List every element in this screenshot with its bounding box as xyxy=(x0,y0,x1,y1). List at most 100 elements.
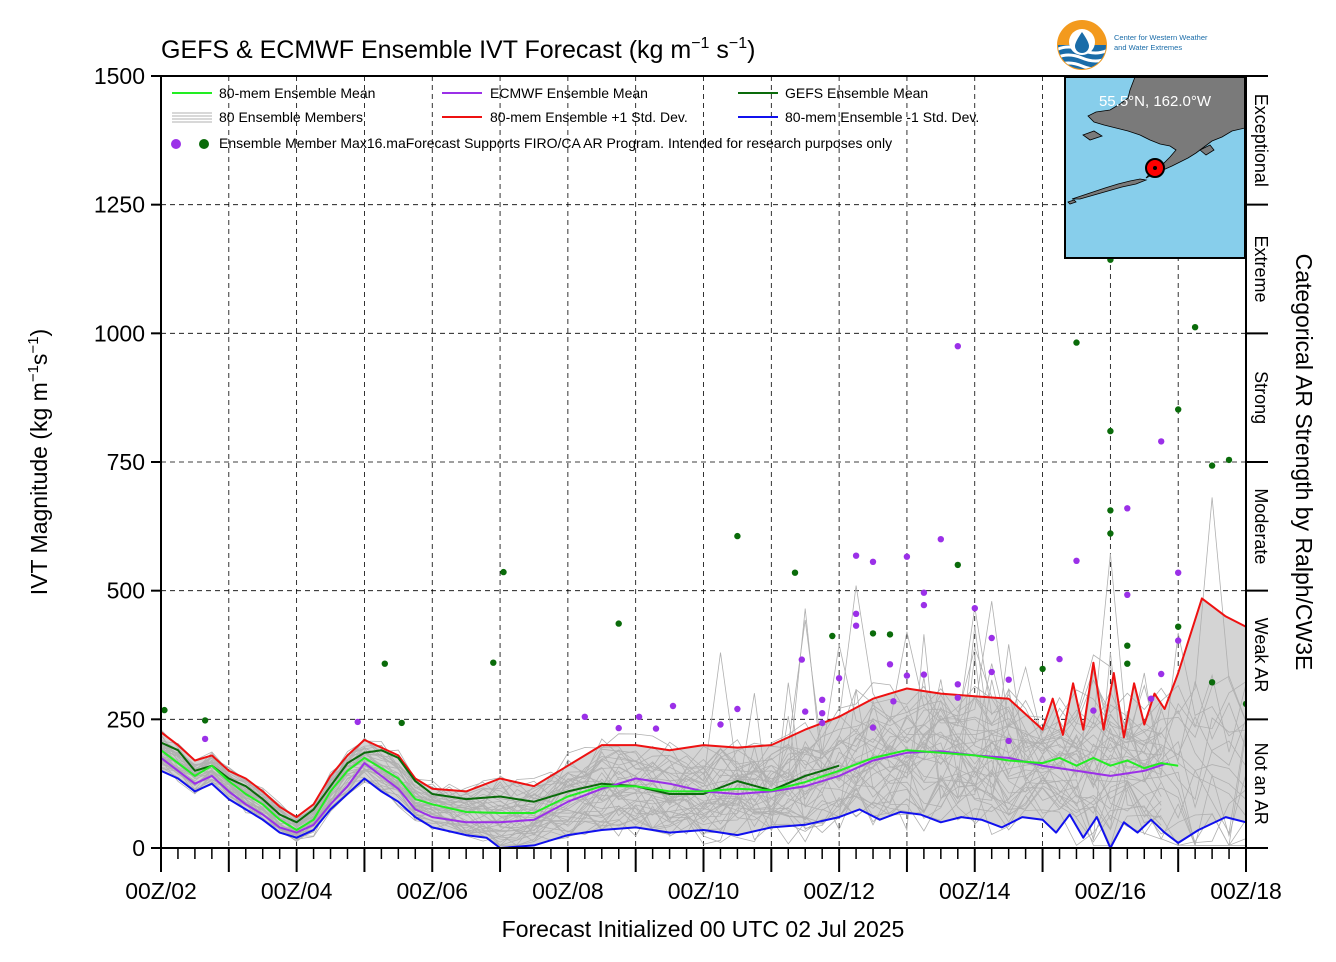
member-max-dot-gefs xyxy=(791,569,799,576)
member-max-dot-gefs xyxy=(1208,679,1216,686)
member-max-dot-gefs xyxy=(1107,507,1114,514)
member-max-dot-ecmwf xyxy=(1124,591,1131,598)
inset-frame xyxy=(1064,76,1246,259)
member-max-dot-ecmwf xyxy=(886,661,894,668)
member-max-dot-ecmwf xyxy=(1039,696,1046,703)
member-max-dot-gefs xyxy=(1124,642,1131,649)
x-tick-label: 00Z/14 xyxy=(939,878,1011,904)
y-tick-label: 750 xyxy=(107,449,145,475)
member-max-dot-gefs xyxy=(886,631,894,638)
member-max-dot-ecmwf xyxy=(869,724,877,731)
member-max-dot-ecmwf xyxy=(581,713,588,720)
ensemble-member-line xyxy=(161,689,1162,838)
member-max-dot-ecmwf xyxy=(852,610,860,617)
member-max-dot-ecmwf xyxy=(852,622,860,629)
inset-land-alaska xyxy=(1087,77,1245,179)
axes: 0 250 500 750 1000 1250 1500 00Z/02 00Z/04 00Z/06… xyxy=(94,63,1282,904)
inset-land-island-west xyxy=(1067,199,1077,205)
member-max-dot-ecmwf xyxy=(890,698,897,705)
member-max-dot-gefs xyxy=(500,568,507,576)
ensemble-member-line xyxy=(161,654,1162,839)
member-max-dot-ecmwf xyxy=(920,671,928,678)
member-max-dot-ecmwf xyxy=(988,668,995,676)
series-line-minus1 xyxy=(161,769,1246,848)
legend-dot-ecmwf xyxy=(171,139,181,149)
member-max-dot-gefs xyxy=(1225,456,1233,464)
series-line-mean80 xyxy=(161,749,1179,831)
member-max-dot-ecmwf xyxy=(903,553,911,560)
logo-text-line1: Center for Western Weather xyxy=(1114,33,1208,42)
y-tick-label: 1500 xyxy=(94,63,145,89)
member-max-dot-ecmwf xyxy=(988,634,995,642)
member-max-dot-ecmwf xyxy=(669,702,677,710)
member-max-dot-gefs xyxy=(161,706,168,714)
y-tick-label: 0 xyxy=(132,835,145,861)
x-tick-label: 00Z/18 xyxy=(1210,878,1282,904)
x-tick-label: 00Z/16 xyxy=(1075,878,1147,904)
member-max-dot-ecmwf xyxy=(798,656,805,663)
member-max-dot-ecmwf xyxy=(937,536,944,543)
legend-minus1: 80-mem Ensemble -1 Std. Dev. xyxy=(785,109,979,125)
member-max-dot-ecmwf xyxy=(1158,670,1165,678)
member-max-dot-ecmwf xyxy=(1124,505,1131,512)
member-max-dot-ecmwf xyxy=(802,708,809,715)
member-max-dot-gefs xyxy=(1124,660,1131,667)
location-marker-center xyxy=(1153,166,1157,170)
member-max-dot-ecmwf xyxy=(354,718,361,726)
member-max-dot-ecmwf xyxy=(1175,637,1182,644)
ensemble-member-line xyxy=(161,767,1246,847)
inset-land-island-north xyxy=(1082,130,1103,141)
legend-dots: Ensemble Member Max16.maForecast Support… xyxy=(219,135,892,151)
member-max-dot-gefs xyxy=(1191,324,1199,331)
x-axis-title: Forecast Initialized 00 UTC 02 Jul 2025 xyxy=(502,916,905,942)
member-max-dot-ecmwf xyxy=(635,713,643,720)
ensemble-member-line xyxy=(161,663,1246,828)
legend-dot-gefs xyxy=(199,139,209,149)
member-max-dot-ecmwf xyxy=(869,558,877,565)
series-line-plus1 xyxy=(161,597,1246,819)
member-max-dot-ecmwf xyxy=(971,605,978,612)
member-max-dot-ecmwf xyxy=(652,725,660,732)
inset-location-label: 55.5°N, 162.0°W xyxy=(1099,93,1212,110)
member-max-dot-ecmwf xyxy=(819,696,826,703)
member-max-dot-gefs xyxy=(1175,406,1182,413)
x-tick-label: 00Z/02 xyxy=(125,878,197,904)
legend-mean80: 80-mem Ensemble Mean xyxy=(219,85,375,101)
member-max-dot-gefs xyxy=(1039,665,1046,673)
member-max-dot-ecmwf xyxy=(954,343,961,350)
member-max-dot-ecmwf xyxy=(1158,438,1165,445)
legend-plus1: 80-mem Ensemble +1 Std. Dev. xyxy=(490,109,688,125)
category-label: Moderate xyxy=(1251,488,1271,564)
member-max-dot-gefs xyxy=(954,561,961,569)
ensemble-member-line xyxy=(161,742,1162,832)
member-max-dot-ecmwf xyxy=(1005,737,1012,745)
category-label: Strong xyxy=(1251,371,1271,424)
member-max-dot-ecmwf xyxy=(954,681,961,688)
inset-land-islands xyxy=(1071,178,1148,200)
plot-area xyxy=(161,256,1246,848)
water-drop-icon xyxy=(1075,32,1089,53)
member-max-dot-gefs xyxy=(1208,462,1216,469)
member-max-dot-gefs xyxy=(1073,339,1080,346)
member-max-dot-ecmwf xyxy=(615,724,622,732)
y-tick-label: 250 xyxy=(107,706,145,732)
member-max-dot-ecmwf xyxy=(819,719,826,727)
ar-category-labels: Not an AR Weak AR Moderate Strong Extreme Exc… xyxy=(1251,94,1271,825)
member-max-dot-gefs xyxy=(1107,530,1114,537)
member-max-dot-ecmwf xyxy=(1005,676,1012,683)
member-max-dot-ecmwf xyxy=(819,710,826,717)
y-tick-label: 1000 xyxy=(94,320,145,346)
member-max-dot-ecmwf xyxy=(1147,695,1155,702)
member-max-dot-gefs xyxy=(734,532,741,540)
member-max-dot-gefs xyxy=(490,659,497,666)
legend-swatch-members xyxy=(172,112,212,123)
ensemble-member-line xyxy=(161,760,1246,846)
logo-text-line2: and Water Extremes xyxy=(1114,43,1182,52)
inset-land-island-kodiak xyxy=(1199,144,1215,156)
cw3e-logo: Center for Western Weather and Water Ext… xyxy=(1057,20,1208,70)
member-max-dot-ecmwf xyxy=(835,675,843,682)
member-max-dot-ecmwf xyxy=(852,552,860,559)
category-label: Not an AR xyxy=(1251,743,1271,825)
member-max-dot-ecmwf xyxy=(1175,569,1182,576)
